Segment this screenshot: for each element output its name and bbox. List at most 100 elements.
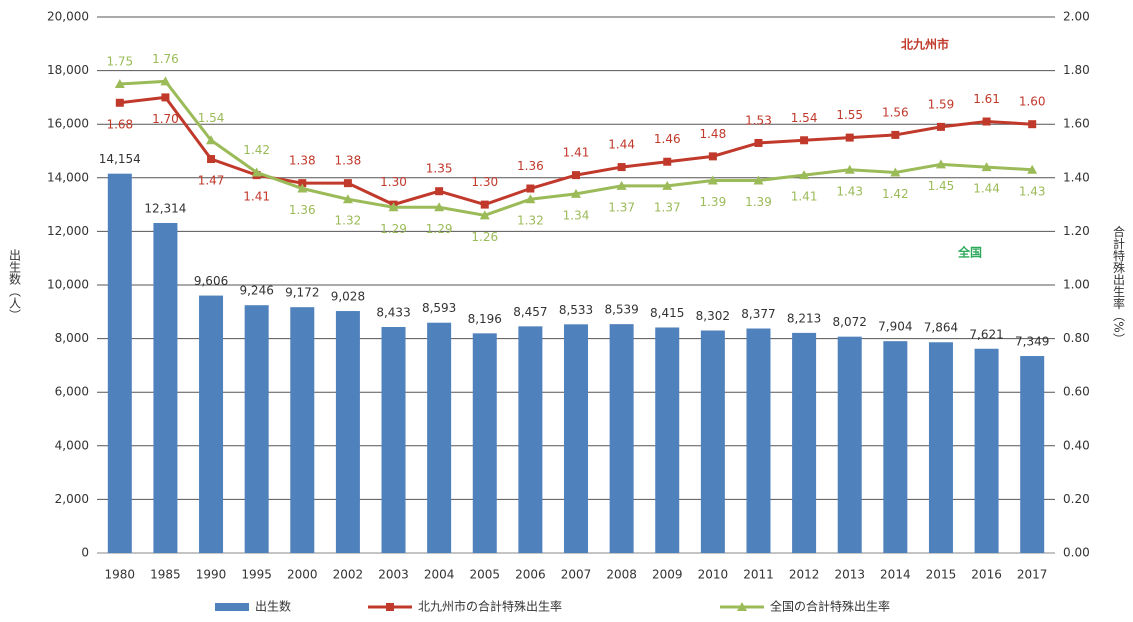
y-axis-title: 出生数（人）	[8, 249, 22, 321]
marker	[616, 180, 627, 190]
bar	[564, 324, 588, 553]
marker	[663, 157, 672, 166]
marker	[115, 98, 124, 107]
line-value-label: 1.75	[106, 55, 133, 69]
line-value-label: 1.29	[380, 222, 407, 236]
bar	[700, 330, 725, 553]
line-value-label: 1.37	[608, 200, 635, 214]
x-tick-label: 2017	[1017, 568, 1048, 582]
marker	[572, 171, 580, 180]
line-value-label: 1.35	[426, 162, 453, 176]
marker	[799, 170, 810, 180]
line-value-label: 1.29	[426, 222, 453, 236]
line-value-label: 1.41	[243, 190, 270, 204]
bar	[381, 326, 406, 553]
bar-value-label: 8,196	[468, 312, 502, 326]
x-tick-label: 2009	[652, 568, 683, 582]
bar-value-label: 9,172	[285, 286, 319, 300]
bar-value-label: 8,415	[650, 306, 684, 320]
y2-tick-label: 1.60	[1063, 117, 1090, 131]
y2-tick-label: 0.60	[1063, 385, 1090, 399]
bar	[244, 305, 269, 553]
x-tick-label: 2011	[743, 568, 774, 582]
bar-value-label: 7,864	[924, 321, 958, 335]
y-tick-label: 16,000	[47, 117, 89, 131]
bar	[609, 324, 634, 553]
marker	[890, 167, 901, 177]
marker	[161, 93, 170, 102]
x-tick-label: 2006	[515, 568, 546, 582]
bar-value-label: 8,302	[696, 309, 730, 323]
bar-value-label: 8,539	[604, 303, 638, 317]
marker	[845, 133, 854, 142]
marker	[114, 79, 125, 88]
bar	[107, 173, 132, 554]
bar	[928, 342, 953, 553]
y-tick-label: 14,000	[47, 170, 89, 184]
marker	[480, 200, 489, 209]
line-value-label: 1.70	[152, 112, 179, 126]
line-value-label: 1.54	[198, 111, 225, 125]
bar-value-label: 8,457	[513, 305, 547, 319]
line-value-label: 1.56	[882, 105, 909, 119]
marker	[251, 167, 262, 177]
marker	[891, 130, 900, 139]
marker	[298, 179, 307, 188]
annotation: 全国	[957, 245, 982, 260]
y-tick-label: 8,000	[55, 331, 89, 345]
marker	[435, 187, 444, 196]
line-value-label: 1.41	[791, 190, 818, 204]
x-tick-label: 1985	[150, 568, 181, 582]
line-value-label: 1.41	[563, 146, 590, 160]
line-value-label: 1.44	[608, 138, 635, 152]
line-value-label: 1.44	[973, 182, 1000, 196]
bar-value-label: 14,154	[99, 152, 141, 166]
legend-label: 全国の合計特殊出生率	[770, 599, 890, 614]
marker	[982, 117, 991, 126]
marker	[343, 179, 352, 188]
marker	[754, 138, 763, 147]
line-value-label: 1.42	[243, 143, 270, 157]
line-value-label: 1.55	[836, 108, 863, 122]
line-value-label: 1.59	[928, 97, 955, 111]
y2-tick-label: 0.20	[1063, 492, 1090, 506]
y2-tick-label: 1.20	[1063, 224, 1090, 238]
bar-value-label: 8,533	[559, 303, 593, 317]
y2-tick-label: 1.00	[1063, 278, 1090, 292]
line-value-label: 1.38	[335, 154, 362, 168]
marker	[753, 175, 764, 185]
x-tick-label: 2013	[834, 568, 865, 582]
legend-swatch	[215, 603, 249, 611]
marker	[571, 188, 581, 198]
line-value-label: 1.32	[517, 214, 544, 228]
x-tick-label: 2014	[880, 568, 911, 582]
line-value-label: 1.45	[928, 179, 955, 193]
line-value-label: 1.36	[517, 159, 544, 173]
legend-label: 北九州市の合計特殊出生率	[418, 599, 562, 614]
bar-value-label: 8,213	[787, 311, 821, 325]
line-value-label: 1.39	[699, 195, 726, 209]
line-value-label: 1.68	[106, 117, 133, 131]
line-value-label: 1.61	[973, 92, 1000, 106]
marker	[479, 210, 490, 220]
legend-marker	[386, 603, 394, 611]
marker	[662, 180, 673, 190]
line-value-label: 1.36	[289, 203, 316, 217]
x-tick-label: 2005	[469, 568, 500, 582]
line-value-label: 1.60	[1019, 95, 1046, 109]
bar-value-label: 7,904	[878, 320, 912, 334]
line-value-label: 1.30	[380, 175, 407, 189]
marker	[388, 202, 399, 212]
bar	[655, 327, 680, 553]
y2-axis-title: 合計特殊出生率（%）	[1112, 224, 1126, 345]
x-tick-label: 2004	[424, 568, 455, 582]
bar-value-label: 9,246	[239, 284, 273, 298]
line-value-label: 1.37	[654, 200, 681, 214]
bar	[199, 295, 224, 553]
line-value-label: 1.32	[335, 214, 362, 228]
y2-tick-label: 2.00	[1063, 10, 1090, 24]
marker	[844, 164, 855, 174]
y-tick-label: 20,000	[47, 10, 89, 24]
legend-marker	[737, 602, 747, 611]
